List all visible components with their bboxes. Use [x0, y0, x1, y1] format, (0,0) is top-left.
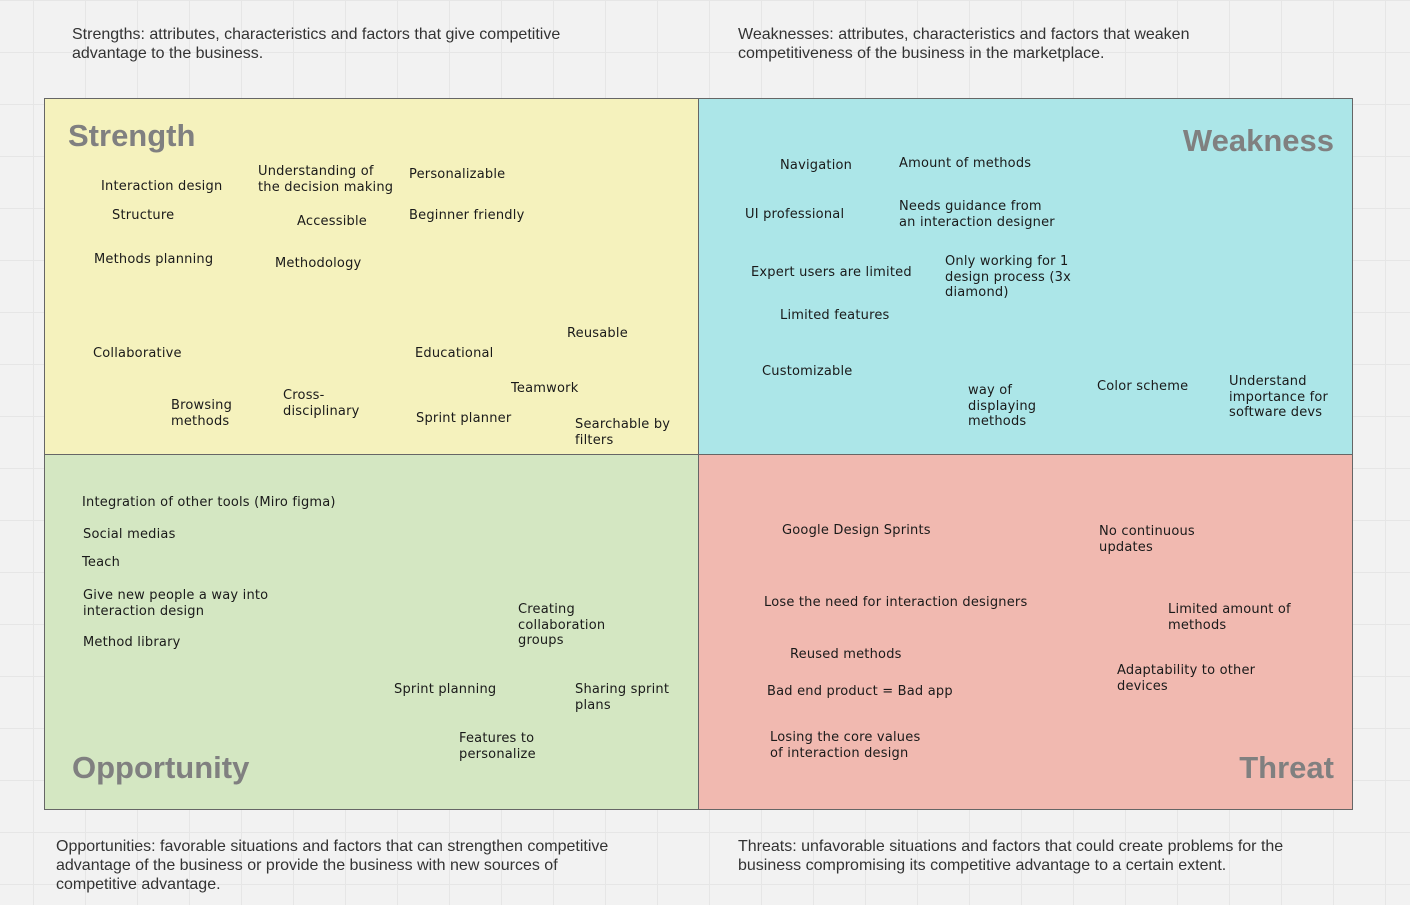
sticky-note[interactable]: Educational: [415, 346, 494, 361]
sticky-note[interactable]: Navigation: [780, 158, 853, 173]
sticky-note[interactable]: way of displaying methods: [968, 383, 1037, 429]
sticky-note[interactable]: Beginner friendly: [409, 208, 525, 223]
sticky-note[interactable]: Personalizable: [409, 167, 506, 182]
sticky-note[interactable]: Losing the core values of interaction de…: [770, 730, 921, 761]
sticky-note[interactable]: Methods planning: [94, 252, 214, 267]
strengths-description: Strengths: attributes, characteristics a…: [72, 26, 561, 62]
sticky-note[interactable]: Needs guidance from an interaction desig…: [899, 199, 1055, 230]
threats-description: Threats: unfavorable situations and fact…: [738, 838, 1284, 874]
sticky-note[interactable]: Collaborative: [93, 346, 182, 361]
sticky-note[interactable]: Social medias: [83, 527, 176, 542]
sticky-note[interactable]: Cross- disciplinary: [283, 388, 360, 419]
weakness-title: Weakness: [1182, 123, 1334, 158]
sticky-note[interactable]: Amount of methods: [899, 156, 1032, 171]
sticky-note[interactable]: Teach: [82, 555, 121, 570]
sticky-note[interactable]: Expert users are limited: [751, 265, 912, 280]
sticky-note[interactable]: Accessible: [297, 214, 367, 229]
strength-title: Strength: [68, 118, 196, 153]
sticky-note[interactable]: Methodology: [275, 256, 362, 271]
sticky-note[interactable]: Features to personalize: [459, 731, 536, 762]
sticky-note[interactable]: Interaction design: [101, 179, 223, 194]
sticky-note[interactable]: UI professional: [745, 207, 845, 222]
sticky-note[interactable]: Sprint planner: [416, 411, 512, 426]
sticky-note[interactable]: Browsing methods: [171, 398, 233, 429]
weaknesses-description: Weaknesses: attributes, characteristics …: [738, 26, 1190, 62]
opportunity-title: Opportunity: [72, 750, 250, 785]
sticky-note[interactable]: Understanding of the decision making: [258, 164, 394, 195]
sticky-note[interactable]: Integration of other tools (Miro figma): [82, 495, 336, 510]
sticky-note[interactable]: Structure: [112, 208, 175, 223]
sticky-note[interactable]: Limited amount of methods: [1168, 602, 1291, 633]
sticky-note[interactable]: Give new people a way into interaction d…: [83, 588, 269, 619]
threat-quadrant: [698, 454, 1353, 810]
sticky-note[interactable]: No continuous updates: [1099, 524, 1195, 555]
sticky-note[interactable]: Bad end product = Bad app: [767, 684, 953, 699]
sticky-note[interactable]: Reused methods: [790, 647, 902, 662]
opportunities-description: Opportunities: favorable situations and …: [56, 838, 609, 893]
sticky-note[interactable]: Method library: [83, 635, 181, 650]
weakness-quadrant: [698, 98, 1353, 455]
sticky-note[interactable]: Sprint planning: [394, 682, 497, 697]
sticky-note[interactable]: Searchable by filters: [575, 417, 671, 448]
strength-quadrant: [44, 98, 699, 455]
sticky-note[interactable]: Customizable: [762, 364, 853, 379]
threat-title: Threat: [1239, 750, 1334, 785]
opportunity-quadrant: [44, 454, 699, 810]
sticky-note[interactable]: Sharing sprint plans: [575, 682, 670, 713]
sticky-note[interactable]: Creating collaboration groups: [518, 602, 606, 648]
sticky-note[interactable]: Reusable: [567, 326, 628, 341]
sticky-note[interactable]: Limited features: [780, 308, 890, 323]
sticky-note[interactable]: Lose the need for interaction designers: [764, 595, 1028, 610]
sticky-note[interactable]: Understand importance for software devs: [1229, 374, 1329, 420]
sticky-note[interactable]: Teamwork: [511, 381, 579, 396]
sticky-note[interactable]: Only working for 1 design process (3x di…: [945, 254, 1071, 300]
sticky-note[interactable]: Color scheme: [1097, 379, 1189, 394]
sticky-note[interactable]: Adaptability to other devices: [1117, 663, 1256, 694]
sticky-note[interactable]: Google Design Sprints: [782, 523, 931, 538]
